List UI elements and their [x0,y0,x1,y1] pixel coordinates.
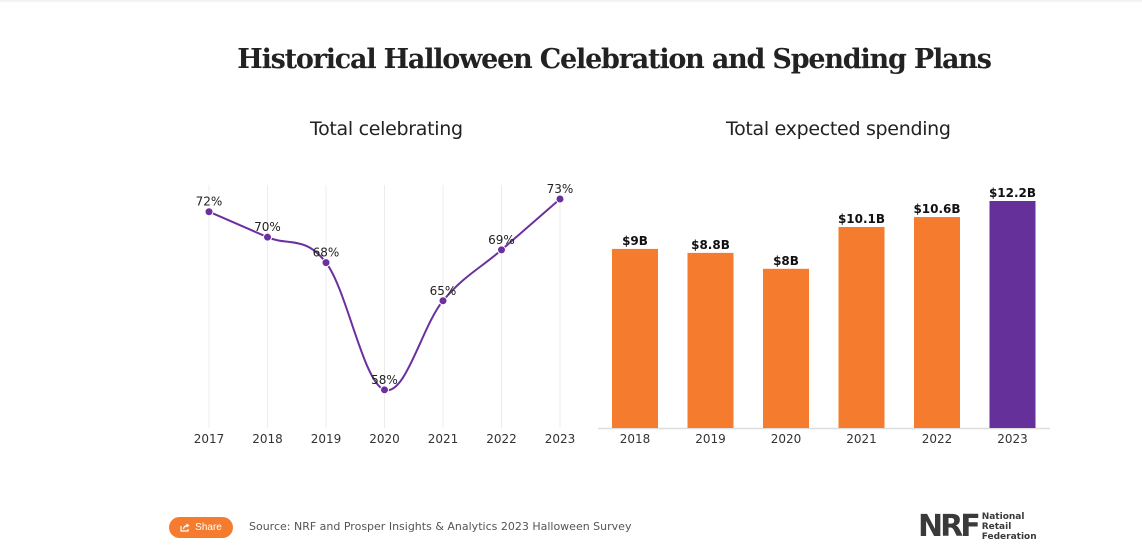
bar-x-tick: 2023 [997,432,1028,446]
spending-bar [914,217,960,428]
spending-bar [612,248,658,428]
celebrating-point [380,385,389,395]
celebrating-point-label: 69% [488,233,515,247]
spending-bar [838,227,885,428]
celebrating-point [438,296,448,306]
line-x-tick: 2018 [252,432,283,446]
logo-line-2: Retail [981,522,1012,532]
line-x-tick: 2017 [194,432,225,446]
celebrating-point [204,207,214,217]
celebrating-point-label: 72% [196,195,223,209]
celebrating-point [263,232,272,242]
spending-bar [763,268,809,428]
logo-line-1: National [981,512,1025,522]
spending-bar-label: $10.1B [838,212,885,226]
line-x-tick: 2021 [428,432,459,446]
celebrating-point-label: 58% [371,373,398,387]
celebrating-point [555,194,565,204]
bar-x-tick: 2020 [771,432,802,446]
spending-bar-label: $12.2B [989,186,1036,200]
page-title: Historical Halloween Celebration and Spe… [237,44,992,75]
line-x-tick: 2020 [369,432,400,446]
nrf-logo[interactable]: NRF National Retail Federation [918,509,1037,544]
line-chart: 2017 2018 2019 2020 2021 2022 2023 72% 70% 68% 58%… [194,182,576,446]
line-x-tick: 2019 [311,432,342,446]
top-divider [0,0,1142,3]
spending-bar [687,252,734,428]
line-chart-title: Total celebrating [310,118,463,140]
celebrating-point-label: 65% [430,284,457,298]
spending-bar-label: $8B [773,254,799,268]
celebrating-point [497,245,506,255]
logo-line-3: Federation [981,532,1037,542]
bar-x-tick: 2022 [922,432,953,446]
logo-text: National Retail Federation [982,512,1037,542]
celebrating-point-label: 70% [254,220,281,234]
celebrating-point-label: 68% [313,246,340,260]
celebrating-point [321,258,331,268]
source-note: Source: NRF and Prosper Insights & Analy… [249,520,632,533]
share-button[interactable]: Share [169,517,233,538]
spending-bar [989,201,1036,428]
bar-chart: $9B 2018 $8.8B 2019 $8B 2020 $10.1B 2021 $10.6B 2… [598,186,1050,446]
line-x-tick: 2023 [545,432,576,446]
celebrating-point-label: 73% [547,182,574,196]
line-x-tick: 2022 [486,432,517,446]
spending-bar-label: $9B [622,234,648,248]
bar-x-tick: 2018 [620,432,651,446]
bar-chart-title: Total expected spending [726,118,951,140]
bar-x-tick: 2019 [695,432,726,446]
logo-mark: NRF [918,509,981,544]
share-label: Share [195,522,222,533]
spending-bar-label: $10.6B [913,202,960,216]
spending-bar-label: $8.8B [691,238,730,252]
share-icon [180,523,190,532]
bar-x-tick: 2021 [846,432,877,446]
